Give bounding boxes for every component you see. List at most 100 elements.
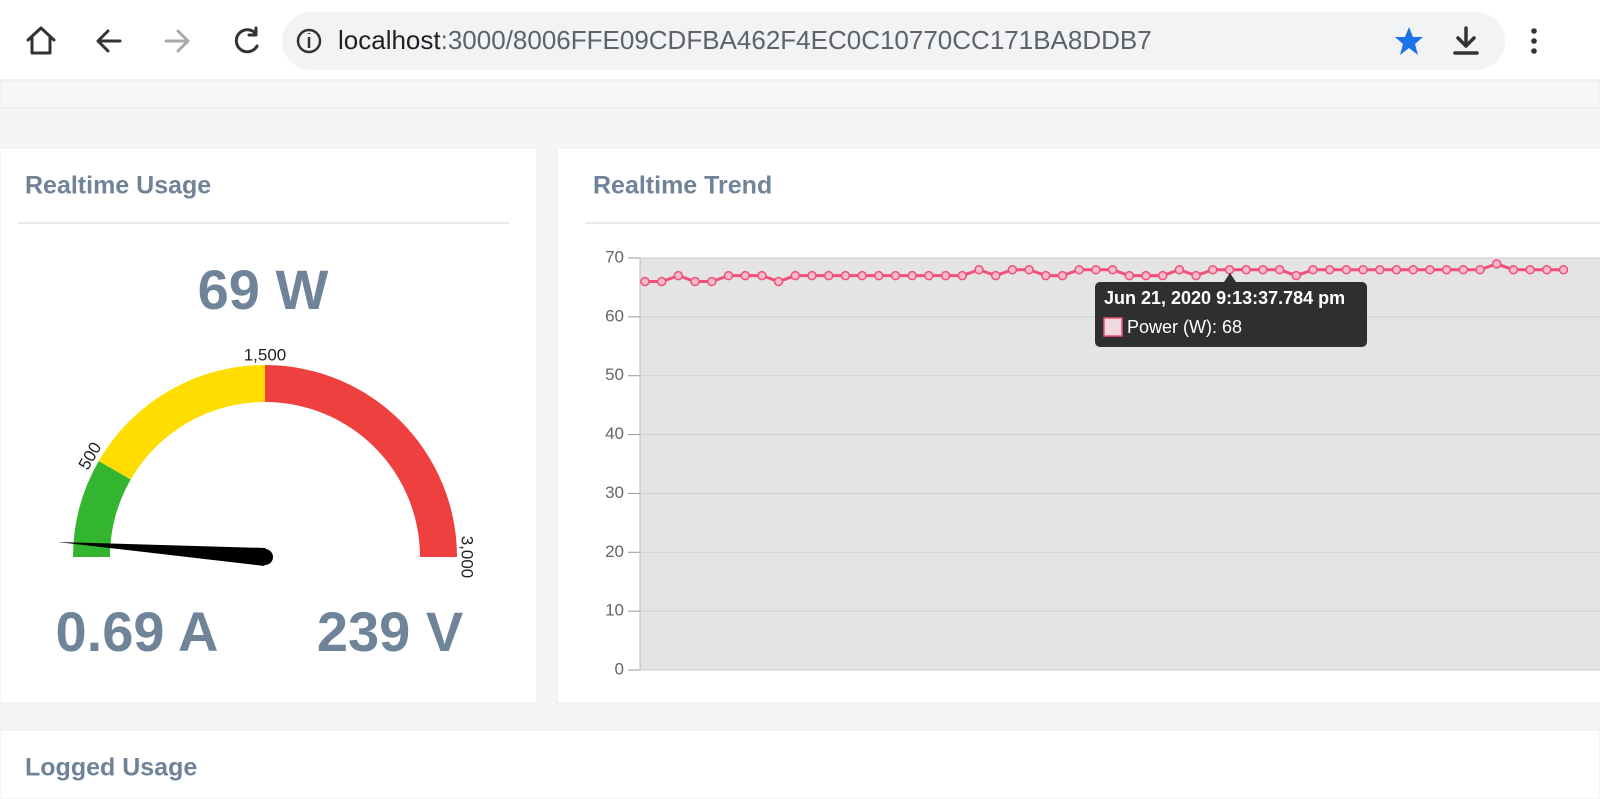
data-point — [1124, 270, 1135, 281]
gauge-needle — [57, 541, 266, 566]
panel-title: Logged Usage — [25, 754, 197, 782]
data-point — [840, 270, 851, 281]
data-point — [1258, 265, 1268, 275]
data-point — [1358, 265, 1368, 275]
data-point — [1525, 265, 1535, 275]
data-point — [1491, 259, 1502, 269]
data-point — [1107, 265, 1118, 275]
gauge-band — [265, 365, 457, 557]
data-point — [1024, 265, 1034, 275]
data-point — [1074, 265, 1084, 275]
data-point — [1041, 270, 1051, 281]
data-point — [990, 270, 1001, 281]
y-tick-label: 40 — [605, 424, 624, 443]
data-point — [1542, 265, 1552, 275]
trend-chart: 0 10 20 30 40 50 60 70 Jun 21, 2020 9:13:37.784 … — [605, 247, 1600, 678]
data-point — [1291, 270, 1302, 281]
gauge-tick-label: 3,000 — [458, 536, 477, 579]
y-tick-label: 70 — [605, 247, 624, 266]
address-bar[interactable] — [282, 12, 1505, 70]
tooltip-title: Jun 21, 2020 9:13:37.784 pm — [1104, 288, 1345, 308]
reload-button[interactable] — [234, 26, 259, 54]
panel-title: Realtime Usage — [25, 172, 211, 200]
gauge-band — [98, 365, 266, 480]
y-tick-label: 20 — [605, 542, 624, 561]
data-point — [1425, 265, 1435, 275]
data-point — [924, 270, 934, 281]
y-tick-label: 60 — [605, 306, 624, 325]
voltage-reading: 239 V — [317, 600, 463, 663]
data-point — [1224, 265, 1235, 275]
data-point — [1241, 265, 1251, 275]
usage-panel — [0, 147, 538, 704]
y-tick-label: 30 — [605, 483, 624, 502]
tooltip-swatch — [1103, 317, 1123, 337]
data-point — [1057, 270, 1068, 281]
data-point — [957, 270, 968, 281]
tooltip-label: Power (W): 68 — [1127, 317, 1242, 337]
bookmark-star[interactable] — [1395, 27, 1423, 55]
needle-hub — [257, 549, 273, 565]
data-point — [1441, 265, 1452, 275]
data-point — [673, 270, 684, 281]
y-tick-label: 0 — [615, 659, 624, 678]
data-point — [1458, 265, 1469, 275]
data-point — [640, 276, 650, 287]
data-point — [1475, 265, 1485, 275]
data-point — [1208, 265, 1218, 275]
gauge-tick-label: 1,500 — [244, 345, 287, 364]
data-point — [1007, 265, 1018, 275]
data-point — [940, 270, 951, 281]
data-point — [690, 276, 700, 287]
current-reading: 0.69 A — [56, 600, 219, 663]
data-point — [1191, 270, 1201, 281]
forward-button[interactable] — [164, 29, 190, 53]
data-point — [790, 270, 801, 281]
data-point — [890, 270, 901, 281]
data-point — [707, 276, 717, 287]
download-button[interactable] — [1453, 26, 1479, 55]
power-reading: 69 W — [198, 258, 329, 321]
data-point — [723, 270, 734, 281]
tooltip-box — [1095, 273, 1367, 347]
url-path: :3000/8006FFE09CDFBA462F4EC0C10770CC171B… — [441, 25, 1152, 55]
data-point — [907, 270, 917, 281]
data-point — [757, 270, 767, 281]
tooltip-value: 68 — [1222, 317, 1242, 337]
data-point — [1274, 265, 1285, 275]
data-point — [807, 270, 817, 281]
data-point — [1174, 265, 1185, 275]
data-point — [874, 270, 884, 281]
series-name: Power (W) — [1127, 317, 1212, 337]
tooltip: Jun 21, 2020 9:13:37.784 pm Power (W): 68 — [1095, 273, 1367, 347]
separator: : — [1212, 317, 1222, 337]
data-point — [1508, 265, 1519, 275]
data-point — [740, 270, 750, 281]
logged-panel — [0, 729, 1600, 799]
back-button[interactable] — [96, 29, 122, 53]
data-point — [1308, 265, 1318, 275]
home-button[interactable] — [26, 26, 56, 55]
data-point — [1341, 265, 1352, 275]
data-point — [773, 276, 784, 287]
gauge-band — [73, 461, 131, 557]
y-tick-label: 10 — [605, 601, 624, 620]
url: localhost:3000/8006FFE09CDFBA462F4EC0C10… — [338, 25, 1152, 55]
data-point — [656, 276, 667, 287]
data-point — [857, 270, 867, 281]
data-point — [1324, 265, 1335, 275]
data-point — [1408, 265, 1418, 275]
data-point — [1091, 265, 1101, 275]
url-host: localhost — [338, 25, 441, 55]
data-point — [1391, 265, 1402, 275]
data-point — [1558, 265, 1569, 275]
y-tick-label: 50 — [605, 365, 624, 384]
data-point — [1157, 270, 1168, 281]
data-point — [1141, 270, 1151, 281]
menu-button[interactable] — [1531, 28, 1537, 54]
data-point — [823, 270, 834, 281]
site-info-icon[interactable] — [296, 28, 322, 54]
data-point — [974, 265, 984, 275]
page-header — [0, 79, 1600, 109]
